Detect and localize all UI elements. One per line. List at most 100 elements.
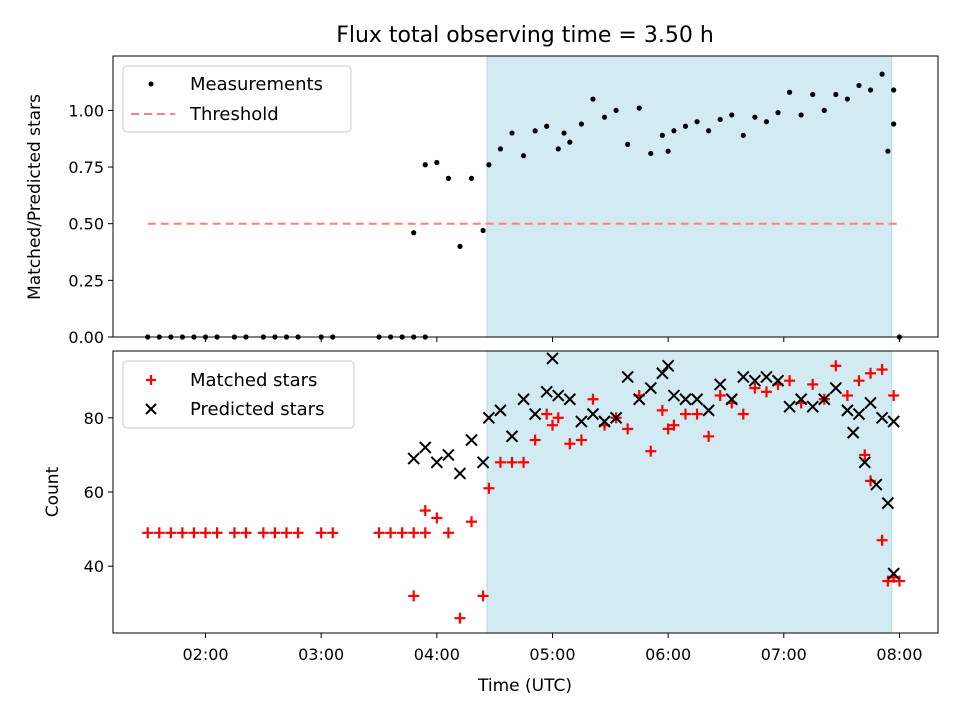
- predicted-star-point: [575, 415, 588, 428]
- matched-star-point: [760, 386, 772, 398]
- measurement-point: [445, 175, 451, 181]
- matched-star-point: [587, 393, 599, 405]
- measurement-point: [636, 105, 642, 111]
- matched-star-point: [703, 430, 715, 442]
- measurement-point: [613, 107, 619, 113]
- matched-star-point: [841, 390, 853, 402]
- matched-star-point: [176, 527, 188, 539]
- predicted-star-point: [644, 381, 657, 395]
- bottom-x-tick-label: 03:00: [298, 645, 344, 664]
- bottom-x-tick-label: 04:00: [414, 645, 460, 664]
- bottom-x-tick-label: 05:00: [529, 645, 575, 664]
- measurement-point: [717, 116, 723, 123]
- predicted-star-point: [609, 411, 623, 424]
- predicted-star-point: [864, 396, 877, 410]
- measurement-point: [879, 71, 885, 77]
- matched-star-point: [529, 434, 541, 446]
- measurement-point: [844, 96, 851, 102]
- predicted-star-point: [818, 393, 831, 406]
- matched-star-point: [408, 527, 420, 539]
- measurement-point: [561, 130, 567, 136]
- predicted-star-point: [841, 404, 854, 417]
- predicted-star-point: [442, 448, 455, 462]
- measurement-point: [520, 153, 527, 159]
- predicted-star-point: [528, 407, 542, 421]
- matched-star-point: [373, 527, 385, 539]
- measurement-point: [775, 110, 781, 116]
- measurement-point: [810, 91, 816, 98]
- measurement-point: [867, 87, 874, 93]
- matched-star-point: [714, 390, 726, 402]
- matched-star-point: [876, 534, 888, 546]
- matched-star-point: [546, 419, 558, 431]
- predicted-star-point: [875, 411, 889, 424]
- measurement-point: [729, 112, 735, 118]
- bottom-points: [142, 352, 905, 624]
- predicted-star-point: [621, 370, 634, 384]
- predicted-star-point: [858, 456, 871, 469]
- matched-star-point: [882, 575, 894, 587]
- bottom-x-label: Time (UTC): [477, 676, 572, 696]
- top-y-axis: 0.00 0.25 0.50 0.75 1.00: [68, 101, 113, 347]
- matched-star-point: [784, 375, 796, 387]
- matched-star-point: [575, 434, 587, 446]
- predicted-star-point: [679, 393, 692, 406]
- top-y-tick-label: 0.50: [68, 215, 104, 234]
- predicted-star-point: [419, 441, 432, 454]
- measurement-point: [497, 146, 504, 152]
- matched-star-point: [865, 475, 877, 487]
- matched-star-point: [668, 419, 680, 431]
- predicted-star-point: [540, 385, 553, 399]
- measurement-point: [509, 130, 515, 136]
- matched-star-point: [506, 456, 518, 468]
- matched-star-point: [257, 527, 269, 539]
- matched-star-point: [454, 612, 466, 624]
- measurement-point: [532, 128, 538, 134]
- matched-star-point: [153, 527, 165, 539]
- measurement-point: [434, 159, 440, 166]
- measurement-point: [706, 128, 712, 134]
- top-y-tick-label: 0.00: [68, 328, 104, 347]
- matched-star-point: [865, 367, 877, 379]
- matched-star-point: [662, 423, 674, 435]
- predicted-star-point: [846, 426, 860, 439]
- predicted-star-point: [870, 478, 883, 491]
- matched-star-point: [749, 382, 761, 394]
- predicted-star-point: [852, 407, 866, 421]
- predicted-star-point: [598, 415, 611, 428]
- predicted-star-point: [505, 430, 519, 443]
- matched-star-point: [385, 527, 397, 539]
- measurement-point: [694, 119, 700, 125]
- matched-star-point: [396, 527, 408, 539]
- legend-threshold-label: Threshold: [189, 104, 279, 125]
- matched-star-point: [859, 449, 871, 461]
- predicted-star-point: [783, 400, 796, 413]
- predicted-star-point: [771, 374, 785, 387]
- measurement-point: [411, 230, 417, 236]
- legend-predicted-marker: [145, 403, 157, 415]
- matched-star-point: [494, 456, 506, 468]
- matched-star-point: [518, 456, 530, 468]
- predicted-star-point: [748, 374, 762, 387]
- predicted-star-point: [702, 404, 715, 417]
- matched-star-point: [315, 527, 327, 539]
- top-title: Flux total observing time = 3.50 h: [336, 23, 714, 48]
- predicted-star-point: [690, 393, 704, 406]
- bottom-x-tick-label: 07:00: [761, 645, 807, 664]
- predicted-star-point: [661, 359, 675, 373]
- matched-star-point: [442, 527, 454, 539]
- matched-star-point: [292, 527, 304, 539]
- matched-star-point: [165, 527, 177, 539]
- predicted-star-point: [881, 496, 895, 510]
- matched-star-point: [483, 482, 495, 494]
- top-shaded-region: [486, 55, 893, 338]
- bottom-legend: Matched stars Predicted stars: [122, 360, 355, 429]
- matched-star-point: [645, 445, 657, 457]
- bottom-panel: 40 60 80 02:00 03:00 04:00 05:00 06:00 07:00 08:…: [43, 350, 939, 696]
- measurement-point: [752, 114, 758, 120]
- measurement-point: [457, 243, 463, 249]
- predicted-star-point: [656, 367, 669, 380]
- predicted-star-point: [465, 433, 478, 447]
- predicted-star-point: [667, 389, 681, 402]
